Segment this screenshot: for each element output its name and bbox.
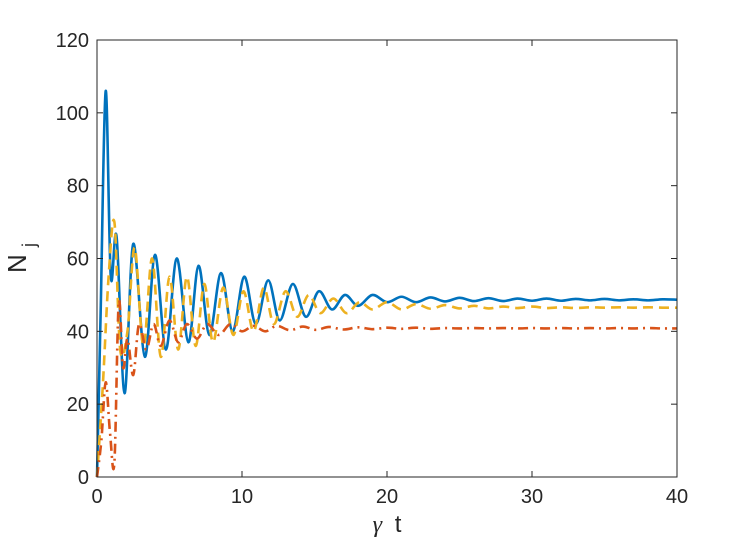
x-axis-label-symbol: γ: [373, 512, 383, 538]
x-axis-label-text: t: [395, 511, 402, 538]
x-axis-label: γ t: [373, 511, 402, 538]
x-tick-label: 20: [376, 486, 398, 508]
x-tick-label: 10: [231, 486, 253, 508]
series-line-3-dashdot: [95, 298, 678, 478]
y-tick-label: 80: [67, 176, 89, 198]
x-tick-label: 40: [666, 486, 688, 508]
plot-background: [97, 40, 677, 477]
y-tick-label: 60: [67, 249, 89, 271]
y-tick-label: 100: [56, 103, 89, 125]
y-tick-label: 20: [67, 394, 89, 416]
tick-layer: 0 10 20 30 40 0 20 40 60 80 100 120: [56, 30, 689, 508]
y-axis-label-subscript: j: [19, 243, 39, 248]
series-layer: [95, 89, 678, 478]
x-tick-label: 30: [521, 486, 543, 508]
y-axis-label: N j: [2, 243, 39, 273]
x-tick-label: 0: [91, 486, 102, 508]
y-axis-label-main: N: [2, 254, 32, 273]
series-line-2-dashed: [95, 218, 678, 478]
y-tick-label: 120: [56, 30, 89, 52]
y-tick-label: 0: [78, 467, 89, 489]
y-tick-label: 40: [67, 321, 89, 343]
